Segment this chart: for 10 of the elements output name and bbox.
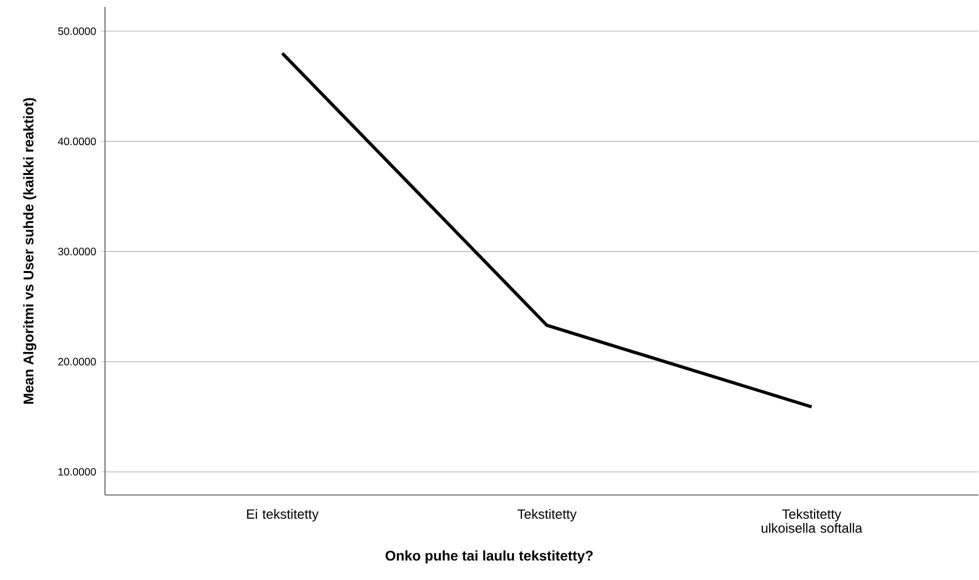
y-tick-label: 20.0000 — [58, 358, 96, 366]
y-axis-title: Mean Algoritmi vs User suhde (kaikki reaktiot) — [23, 98, 36, 404]
x-tick-label: Tekstitetty ulkoisella softalla — [762, 509, 862, 533]
x-tick-label: Tekstitetty — [518, 509, 577, 522]
y-tick-label: 30.0000 — [58, 248, 96, 256]
y-tick-label: 50.0000 — [58, 27, 96, 35]
y-tick-label: 40.0000 — [58, 138, 96, 146]
y-tick-label: 10.0000 — [58, 468, 96, 476]
x-tick-label: Ei tekstitetty — [247, 509, 319, 522]
x-axis-title: Onko puhe tai laulu tekstitetty? — [386, 550, 593, 564]
